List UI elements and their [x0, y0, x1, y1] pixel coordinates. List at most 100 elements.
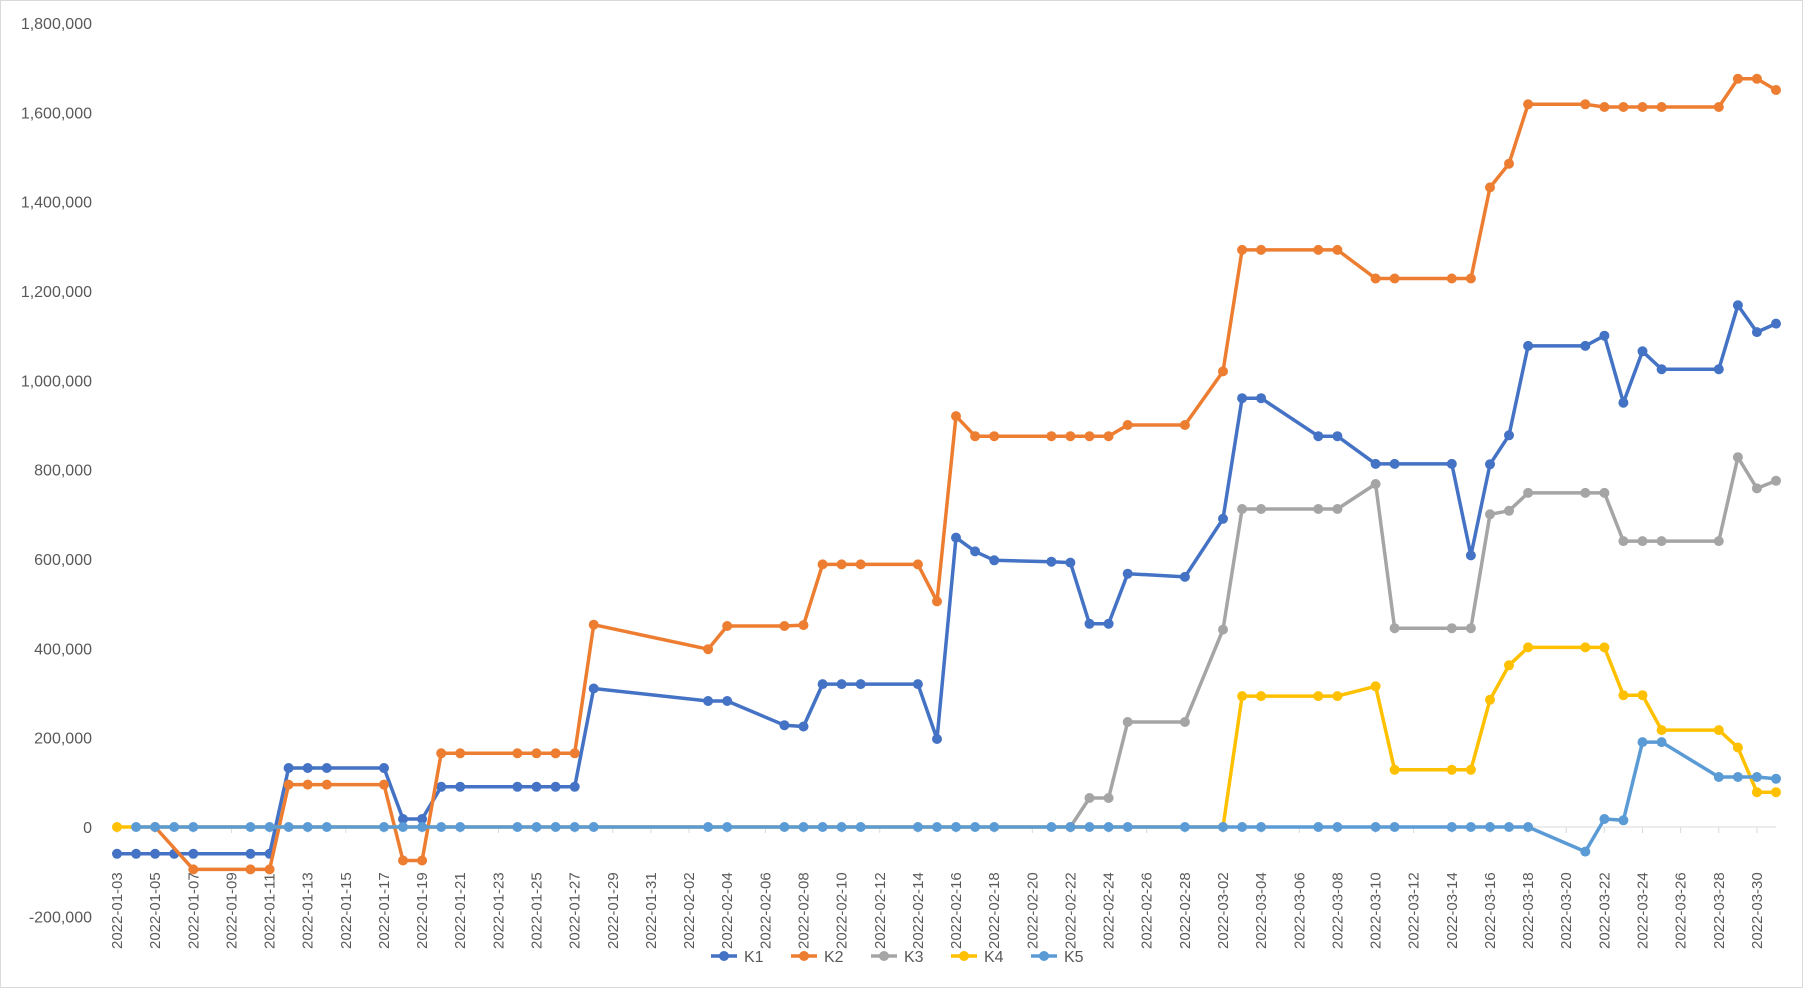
data-point-k5 [932, 822, 942, 832]
data-point-k2 [1732, 73, 1743, 84]
x-tick-label: 2022-01-23 [490, 872, 507, 949]
x-tick-label: 2022-01-31 [643, 872, 660, 949]
data-point-k5 [531, 822, 542, 832]
x-tick-label: 2022-01-09 [223, 872, 240, 949]
data-point-k5 [817, 822, 828, 832]
data-point-k1 [1485, 459, 1495, 470]
data-point-k1 [1618, 397, 1629, 408]
data-point-k1 [1332, 431, 1343, 442]
data-point-k1 [1523, 340, 1534, 351]
data-point-k5 [1065, 822, 1076, 832]
data-point-k3 [1332, 504, 1343, 514]
y-tick-label: 400,000 [34, 641, 92, 658]
data-point-k4 [1732, 742, 1743, 753]
data-point-k1 [1637, 346, 1648, 357]
data-point-k2 [1218, 366, 1228, 377]
x-tick-label: 2022-03-22 [1596, 872, 1613, 949]
data-point-k4 [1656, 725, 1667, 736]
data-point-k3 [1370, 479, 1381, 489]
x-tick-label: 2022-03-20 [1558, 872, 1575, 949]
x-tick-label: 2022-01-19 [414, 872, 431, 949]
data-point-k1 [1256, 393, 1267, 404]
data-point-k2 [1771, 85, 1781, 95]
data-point-k2 [1713, 102, 1724, 112]
data-point-k1 [455, 781, 466, 792]
data-point-k4 [1504, 660, 1514, 671]
data-point-k3 [1179, 717, 1190, 727]
data-point-k1 [951, 532, 961, 543]
data-point-k5 [302, 822, 313, 832]
x-tick-label: 2022-01-11 [262, 873, 279, 949]
data-point-k5 [1218, 822, 1228, 832]
data-point-k5 [1485, 822, 1495, 832]
data-point-k2 [1389, 273, 1400, 284]
data-point-k2 [1313, 244, 1324, 255]
x-tick-label: 2022-03-24 [1635, 872, 1652, 949]
legend-label: K3 [904, 949, 924, 966]
data-point-k5 [1446, 822, 1457, 832]
x-tick-label: 2022-02-10 [834, 872, 851, 949]
data-point-k3 [1122, 717, 1133, 727]
data-point-k5 [951, 822, 961, 832]
x-tick-label: 2022-01-27 [567, 872, 584, 949]
y-tick-label: 1,600,000 [21, 105, 92, 122]
data-point-k5 [1313, 822, 1324, 832]
data-point-k3 [1313, 504, 1324, 514]
data-point-k5 [1656, 737, 1667, 748]
data-point-k1 [1580, 340, 1591, 351]
data-point-k5 [703, 822, 714, 832]
data-point-k5 [455, 822, 466, 832]
data-point-k4 [1523, 642, 1534, 653]
data-point-k2 [1065, 431, 1076, 442]
data-point-k1 [436, 781, 447, 792]
y-tick-label: 800,000 [34, 463, 92, 480]
data-point-k4 [1580, 642, 1591, 653]
data-point-k2 [1122, 420, 1133, 430]
data-point-k5 [1713, 772, 1724, 782]
data-point-k5 [283, 822, 294, 832]
data-point-k2 [264, 864, 275, 875]
data-point-k5 [970, 822, 981, 832]
data-point-k2 [1103, 431, 1114, 442]
data-point-k1 [855, 679, 866, 690]
data-point-k2 [1332, 244, 1343, 255]
series-line-k1 [115, 303, 1778, 856]
legend-label: K2 [824, 949, 844, 966]
x-tick-label: 2022-02-20 [1024, 872, 1041, 949]
data-point-k1 [131, 848, 142, 859]
data-point-k2 [855, 559, 866, 570]
x-tick-label: 2022-03-04 [1253, 872, 1270, 949]
x-tick-label: 2022-02-14 [910, 872, 927, 949]
x-tick-label: 2022-02-12 [872, 872, 889, 949]
data-point-k5 [1332, 822, 1343, 832]
data-point-k3 [1656, 536, 1667, 547]
data-point-k1 [912, 679, 923, 690]
data-point-k5 [188, 822, 199, 832]
x-tick-label: 2022-02-22 [1062, 872, 1079, 949]
data-point-k2 [1046, 431, 1057, 442]
data-point-k2 [1751, 73, 1762, 84]
data-point-k5 [722, 822, 733, 832]
x-tick-label: 2022-02-28 [1177, 872, 1194, 949]
data-point-k1 [703, 696, 714, 706]
data-point-k3 [1465, 623, 1476, 634]
data-point-k5 [169, 822, 180, 832]
data-point-k3 [1256, 504, 1267, 514]
data-point-k1 [302, 763, 313, 773]
data-point-k2 [1637, 102, 1648, 112]
data-point-k2 [188, 864, 199, 875]
data-point-k5 [1122, 822, 1133, 832]
data-point-k2 [512, 748, 523, 759]
data-point-k5 [550, 822, 561, 832]
data-point-k2 [932, 596, 942, 607]
data-point-k2 [302, 779, 313, 790]
data-point-k1 [1046, 556, 1057, 567]
data-point-k3 [1713, 536, 1724, 547]
legend-swatch-marker [799, 951, 809, 961]
data-point-k2 [531, 748, 542, 759]
data-point-k1 [512, 781, 523, 792]
data-point-k5 [1751, 772, 1762, 782]
x-tick-label: 2022-03-18 [1520, 872, 1537, 949]
series-line-k4 [115, 645, 1778, 829]
x-tick-label: 2022-01-25 [529, 872, 546, 949]
